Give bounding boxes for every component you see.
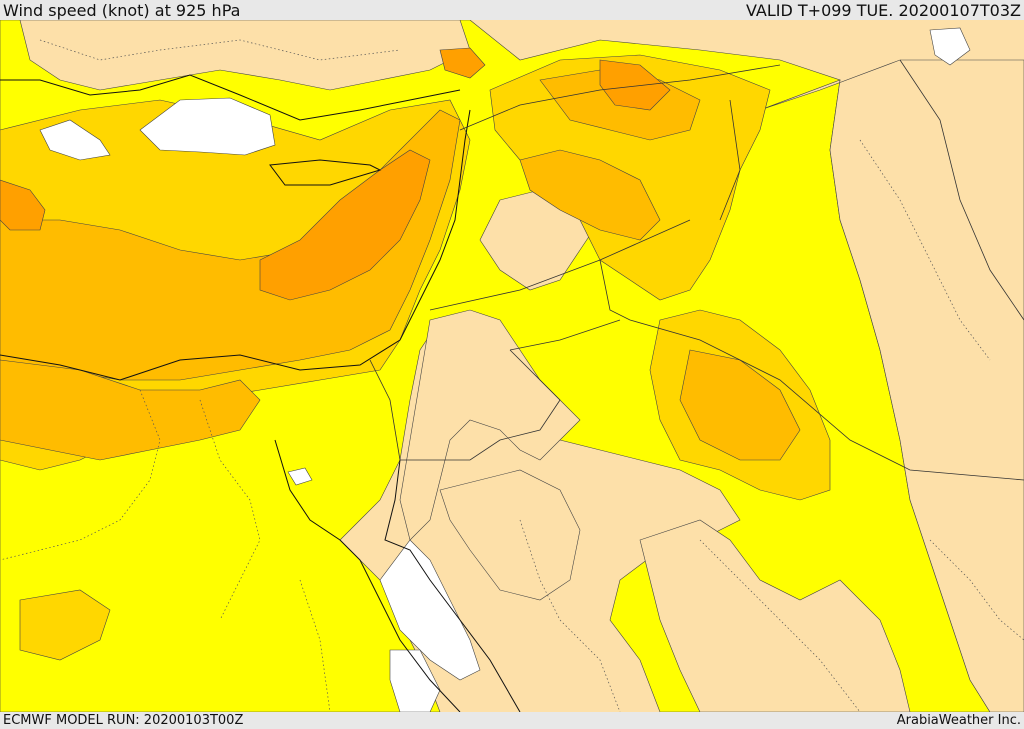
province-boundary [0,389,161,561]
map-title: Wind speed (knot) at 925 hPa [3,1,241,20]
model-run: ECMWF MODEL RUN: 20200103T00Z [3,713,244,728]
credit-text: ArabiaWeather Inc. [896,713,1021,728]
country-border [459,64,781,131]
valid-time: VALID T+099 TUE. 20200107T03Z [745,1,1021,20]
wind-band-25-30 [259,149,431,301]
coastline [0,74,461,121]
wind-band-5-10 [399,309,581,541]
wind-band-calm [139,97,276,156]
map-header: Wind speed (knot) at 925 hPa VALID T+099… [0,0,1024,20]
map-footer: ECMWF MODEL RUN: 20200103T00Z ArabiaWeat… [0,712,1024,729]
wind-band-20-25 [0,109,461,381]
wind-speed-map[interactable] [0,20,1024,712]
